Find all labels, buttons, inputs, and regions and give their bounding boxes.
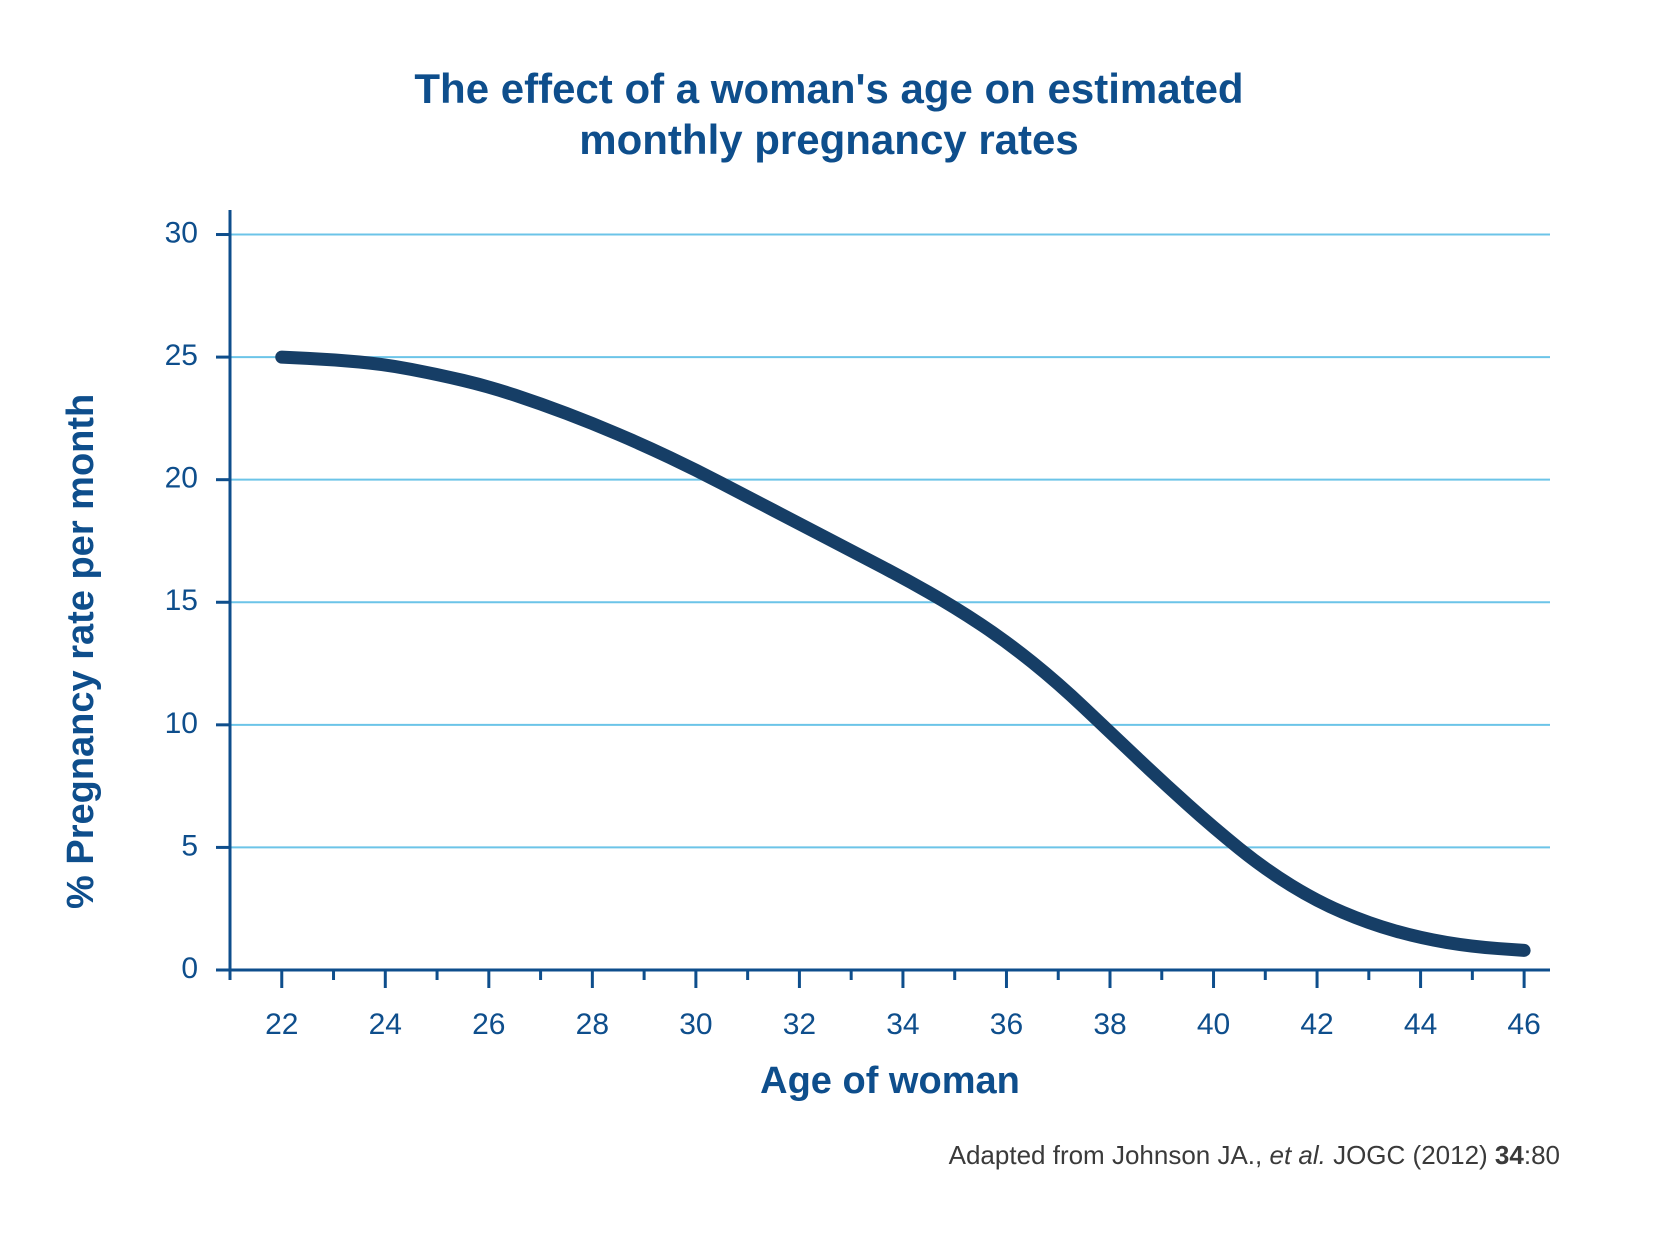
credit-suffix: :80 xyxy=(1524,1140,1560,1170)
chart-title: The effect of a woman's age on estimated… xyxy=(0,64,1658,165)
x-axis-label: Age of woman xyxy=(230,1060,1550,1103)
y-tick-label: 15 xyxy=(165,584,198,617)
x-tick-label: 32 xyxy=(783,1008,816,1041)
x-tick-label: 26 xyxy=(472,1008,505,1041)
chart-page: The effect of a woman's age on estimated… xyxy=(0,0,1658,1244)
x-tick-label: 36 xyxy=(990,1008,1023,1041)
credit-italic: et al. xyxy=(1269,1140,1325,1170)
y-tick-label: 25 xyxy=(165,339,198,372)
x-tick-label: 46 xyxy=(1507,1008,1540,1041)
credit-bold: 34 xyxy=(1495,1140,1524,1170)
x-tick-label: 30 xyxy=(679,1008,712,1041)
credit-prefix: Adapted from Johnson JA., xyxy=(949,1140,1270,1170)
y-tick-label: 10 xyxy=(165,707,198,740)
chart-svg: 05101520253022242628303234363840424446 xyxy=(230,210,1550,970)
y-tick-label: 0 xyxy=(181,952,198,985)
x-tick-label: 40 xyxy=(1197,1008,1230,1041)
series-line xyxy=(282,357,1524,950)
y-tick-label: 5 xyxy=(181,829,198,862)
y-tick-label: 30 xyxy=(165,216,198,249)
x-tick-label: 44 xyxy=(1404,1008,1437,1041)
x-tick-label: 38 xyxy=(1093,1008,1126,1041)
credit-middle: JOGC (2012) xyxy=(1326,1140,1495,1170)
x-tick-label: 42 xyxy=(1300,1008,1333,1041)
x-tick-label: 28 xyxy=(576,1008,609,1041)
x-tick-label: 22 xyxy=(265,1008,298,1041)
x-tick-label: 34 xyxy=(886,1008,919,1041)
plot-area: 05101520253022242628303234363840424446 xyxy=(230,210,1550,970)
x-tick-label: 24 xyxy=(369,1008,402,1041)
y-tick-label: 20 xyxy=(165,462,198,495)
y-axis-label: % Pregnancy rate per month xyxy=(60,394,103,909)
credit-line: Adapted from Johnson JA., et al. JOGC (2… xyxy=(0,1140,1560,1171)
